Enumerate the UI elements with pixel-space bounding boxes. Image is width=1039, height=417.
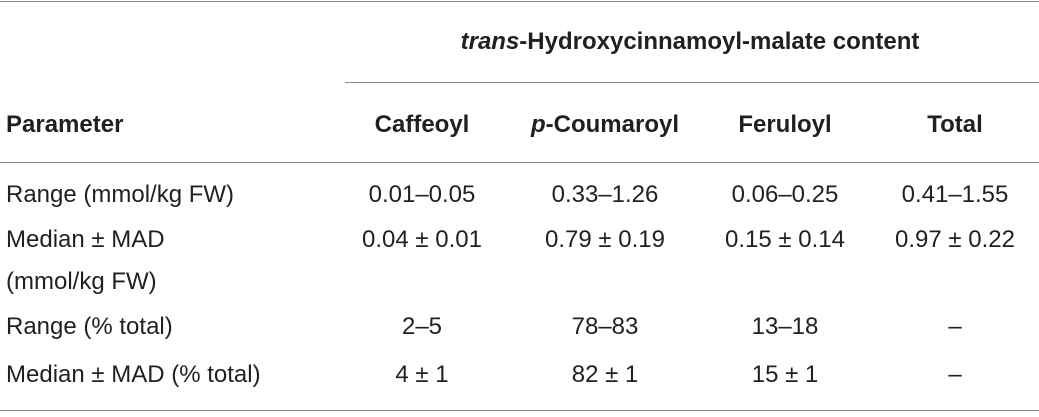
table-cell: 82 ± 1: [571, 361, 639, 388]
table-cell: 4 ± 1: [395, 361, 449, 388]
bottom-rule: [0, 410, 1039, 411]
group-header-italic: trans: [460, 28, 520, 55]
column-header-text: Caffeoyl: [374, 111, 470, 138]
column-header-text: Feruloyl: [738, 111, 832, 138]
row-label: Range (mmol/kg FW): [6, 181, 235, 208]
table-cell: 2–5: [401, 313, 443, 340]
table-cell: 0.41–1.55: [901, 181, 1009, 208]
header-rule: [0, 162, 1039, 163]
column-header: Total: [927, 113, 983, 137]
row-label: Range (% total): [6, 313, 173, 340]
table-cell: 78–83: [571, 313, 639, 340]
column-header-text: Total: [927, 111, 983, 138]
table-cell: 0.01–0.05: [368, 181, 476, 208]
table-cell: –: [948, 361, 962, 388]
column-header: Caffeoyl: [375, 113, 470, 137]
table-cell: 0.04 ± 0.01: [362, 226, 482, 253]
column-header: Feruloyl: [738, 113, 831, 137]
group-header: trans-Hydroxycinnamoyl-malate content: [461, 30, 920, 54]
table-cell: –: [948, 313, 962, 340]
group-header-text: -Hydroxycinnamoyl-malate content: [519, 28, 920, 55]
column-header-text: -Coumaroyl: [545, 111, 680, 138]
column-header: Parameter: [6, 113, 123, 137]
table-cell: 0.33–1.26: [551, 181, 659, 208]
table-cell: 15 ± 1: [751, 361, 819, 388]
table-cell: 0.79 ± 0.19: [545, 226, 665, 253]
column-header-text: Parameter: [6, 111, 124, 138]
column-header-italic: p: [530, 111, 546, 138]
column-header: p-Coumaroyl: [531, 113, 679, 137]
row-label: Median ± MAD: [6, 226, 165, 253]
table-cell: 0.06–0.25: [731, 181, 839, 208]
table-cell: 0.97 ± 0.22: [895, 226, 1015, 253]
row-label: (mmol/kg FW): [6, 268, 157, 295]
top-rule: [0, 1, 1039, 2]
table-cell: 13–18: [751, 313, 819, 340]
table-cell: 0.15 ± 0.14: [725, 226, 845, 253]
group-rule: [345, 82, 1039, 83]
row-label: Median ± MAD (% total): [6, 361, 261, 388]
